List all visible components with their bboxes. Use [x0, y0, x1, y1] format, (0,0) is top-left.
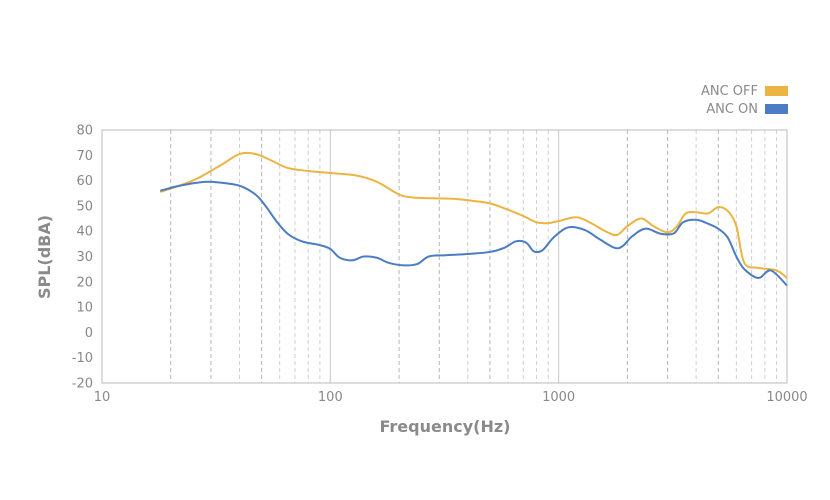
legend: ANC OFF ANC ON: [701, 84, 788, 117]
legend-swatch-anc-off: [765, 86, 788, 96]
legend-label-anc-off: ANC OFF: [701, 84, 758, 99]
y-tick-label: -10: [72, 351, 93, 366]
legend-label-anc-on: ANC ON: [706, 102, 758, 117]
x-axis-ticks: 10 100 1000 10000: [94, 390, 808, 405]
y-tick-label: 60: [76, 174, 93, 189]
y-tick-label: 40: [76, 225, 93, 240]
x-tick-label: 1000: [542, 390, 575, 405]
y-tick-label: 10: [76, 301, 93, 316]
plot-frame: [101, 129, 788, 384]
y-tick-label: 30: [76, 250, 93, 265]
grid-lines: [170, 130, 778, 383]
series-line-anc-off: [159, 151, 788, 279]
legend-swatch-anc-on: [765, 104, 788, 114]
y-tick-label: 70: [76, 149, 93, 164]
series-lines: [159, 151, 788, 287]
series-line-anc-on: [160, 180, 788, 287]
y-tick-label: 20: [76, 275, 93, 290]
x-axis-title: Frequency(Hz): [380, 417, 511, 436]
y-tick-label: 0: [85, 326, 93, 341]
y-axis-title: SPL(dBA): [35, 215, 54, 299]
y-axis-ticks: 80 70 60 50 40 30 20 10 0 -10 -20: [72, 124, 93, 392]
x-tick-label: 10: [94, 390, 111, 405]
y-tick-label: -20: [72, 377, 93, 392]
y-tick-label: 80: [76, 124, 93, 139]
x-tick-label: 100: [318, 390, 343, 405]
y-tick-label: 50: [76, 199, 93, 214]
x-tick-label: 10000: [766, 390, 807, 405]
